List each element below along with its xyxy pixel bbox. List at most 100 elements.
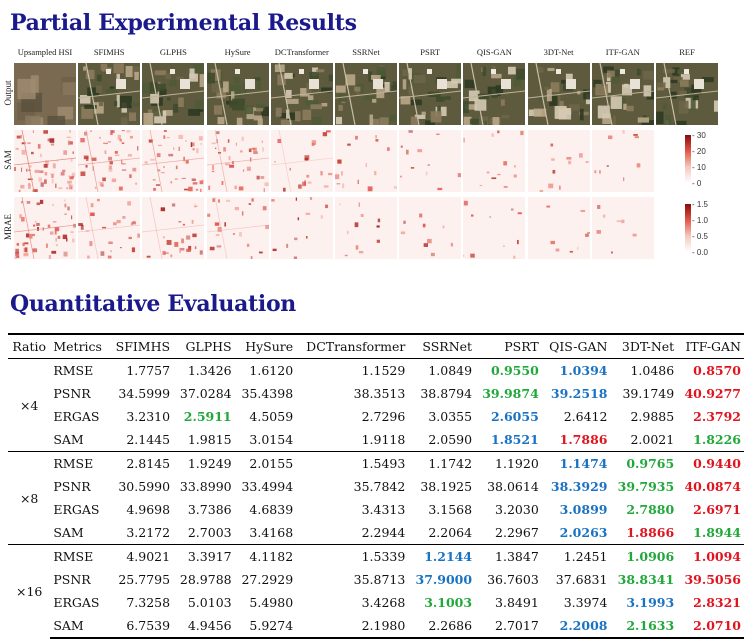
value-cell: 3.3917 — [173, 544, 235, 568]
value-cell: 2.1633 — [610, 614, 678, 639]
metric-cell: SAM — [53, 432, 84, 447]
column-label: SSRNet — [352, 47, 380, 57]
value-cell: 37.6831 — [555, 572, 608, 587]
metric-cell: ERGAS — [53, 502, 100, 517]
value-cell: 38.8794 — [420, 386, 473, 401]
metric-cell: RMSE — [53, 363, 94, 378]
value-cell: 1.1742 — [408, 451, 476, 475]
column-label: HySure — [224, 47, 251, 57]
table-row: PSNR 30.5990 33.8990 33.4994 35.7842 38.1925 3… — [8, 475, 744, 498]
mrae-error-map — [14, 197, 76, 259]
value-cell: 3.0355 — [428, 409, 473, 424]
table-row: SAM 6.7539 4.9456 5.9274 2.1980 2.2686 2.7017 2… — [8, 614, 744, 639]
value-cell: 38.3513 — [353, 386, 406, 401]
mrae-error-map — [78, 197, 141, 259]
value-cell: 5.4980 — [249, 595, 294, 610]
value-cell: 1.1529 — [361, 363, 406, 378]
sam-error-map — [78, 130, 141, 192]
value-cell: 2.0021 — [630, 432, 675, 447]
column-label: GLPHS — [159, 47, 187, 57]
quantitative-table: Ratio Metrics SFIMHS GLPHS HySure DCTransform… — [8, 333, 744, 639]
ratio-cell: ×4 — [19, 397, 39, 413]
column-label: PSRT — [420, 47, 441, 57]
value-cell: 3.8491 — [495, 595, 539, 610]
colorbar-tick: - 1.0 — [692, 216, 709, 225]
row-label-text: Output — [3, 80, 13, 106]
value-cell: 2.8145 — [108, 451, 174, 475]
table-row: ×8 RMSE 2.8145 1.9249 2.0155 1.5493 1.1742 1.19… — [8, 451, 744, 545]
value-cell: 2.2008 — [541, 614, 611, 639]
column-label: SFIMHS — [93, 47, 125, 57]
value-cell: 4.5059 — [249, 409, 294, 424]
value-cell: 39.1749 — [622, 386, 675, 401]
column-header: Metrics — [50, 333, 109, 359]
value-cell: 1.0394 — [559, 363, 608, 378]
value-cell: 35.4398 — [241, 386, 294, 401]
sam-error-map — [14, 130, 76, 192]
column-header: DCTransformer — [296, 333, 409, 359]
value-cell: 3.7386 — [187, 502, 232, 517]
value-cell: 39.9874 — [482, 386, 539, 401]
mrae-colorbar — [685, 204, 691, 252]
colorbar-tick: - 0 — [692, 179, 702, 188]
column-label: DCTransformer — [274, 47, 329, 57]
column-header: Ratio — [8, 333, 51, 359]
mrae-error-map — [591, 197, 654, 259]
sam-error-map — [335, 130, 397, 192]
value-cell: 2.0263 — [559, 525, 608, 540]
value-cell: 3.1003 — [424, 595, 473, 610]
column-label: QIS-GAN — [476, 47, 512, 57]
value-cell: 1.9118 — [361, 432, 406, 447]
value-cell: 39.7935 — [617, 479, 675, 494]
sam-error-map — [270, 130, 333, 192]
value-cell: 1.0906 — [610, 544, 678, 568]
value-cell: 1.0849 — [428, 363, 473, 378]
value-cell: 2.1445 — [126, 432, 171, 447]
value-cell: 7.3258 — [126, 595, 171, 610]
value-cell: 1.7886 — [559, 432, 608, 447]
partial-results-title: Partial Experimental Results — [10, 10, 357, 36]
value-cell: 3.3974 — [563, 595, 608, 610]
value-cell: 3.1993 — [626, 595, 675, 610]
value-cell: 33.4994 — [241, 479, 294, 494]
mrae-error-map — [463, 197, 526, 259]
value-cell: 2.2686 — [408, 614, 476, 639]
value-cell: 2.8321 — [693, 595, 741, 610]
column-header: PSRT — [475, 333, 542, 359]
value-cell: 2.7003 — [187, 525, 232, 540]
mrae-error-map — [142, 197, 205, 259]
value-cell: 0.9765 — [610, 451, 678, 475]
value-cell: 3.0899 — [559, 502, 608, 517]
value-cell: 1.8944 — [693, 525, 741, 540]
table-row: ERGAS 7.3258 5.0103 5.4980 3.4268 3.1003 3.849… — [8, 591, 744, 614]
column-header: ITF-GAN — [677, 333, 744, 359]
column-label: Upsampled HSI — [17, 47, 73, 57]
table-row: PSNR 25.7795 28.9788 27.2929 35.8713 37.9000 3… — [8, 568, 744, 591]
value-cell: 2.6412 — [563, 409, 608, 424]
colorbar-tick: - 10 — [692, 163, 706, 172]
metric-cell: ERGAS — [53, 595, 100, 610]
output-image — [463, 63, 526, 125]
column-header: GLPHS — [173, 333, 235, 359]
value-cell: 1.8521 — [490, 432, 539, 447]
value-cell: 1.0486 — [630, 363, 675, 378]
value-cell: 3.2030 — [495, 502, 539, 517]
colorbar-tick: - 30 — [692, 131, 706, 140]
value-cell: 4.9698 — [126, 502, 171, 517]
value-cell: 38.3929 — [550, 479, 608, 494]
value-cell: 2.3792 — [693, 409, 741, 424]
value-cell: 1.2144 — [408, 544, 476, 568]
value-cell: 2.6055 — [490, 409, 539, 424]
colorbar-tick: - 20 — [692, 147, 706, 156]
value-cell: 1.3847 — [475, 544, 542, 568]
value-cell: 2.1980 — [296, 614, 409, 639]
value-cell: 1.1474 — [541, 451, 611, 475]
value-cell: 27.2929 — [241, 572, 294, 587]
column-label: ITF-GAN — [605, 47, 640, 57]
value-cell: 0.9440 — [677, 451, 744, 475]
output-image — [399, 63, 462, 125]
mrae-error-map — [206, 197, 269, 259]
table-row: ×16 RMSE 4.9021 3.3917 4.1182 1.5339 1.2144 1.3… — [8, 544, 744, 638]
value-cell: 38.1925 — [420, 479, 473, 494]
metric-cell: ERGAS — [53, 409, 100, 424]
